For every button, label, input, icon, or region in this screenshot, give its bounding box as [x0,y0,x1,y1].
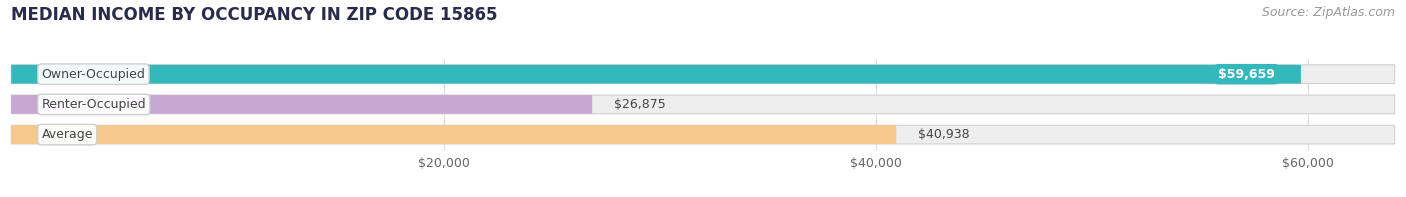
Text: Average: Average [42,128,93,141]
FancyBboxPatch shape [11,65,1395,84]
FancyBboxPatch shape [11,125,1395,144]
Text: $40,938: $40,938 [918,128,970,141]
FancyBboxPatch shape [11,95,1395,114]
FancyBboxPatch shape [11,65,1301,84]
Text: $59,659: $59,659 [1218,68,1275,81]
FancyBboxPatch shape [11,95,592,114]
Text: Source: ZipAtlas.com: Source: ZipAtlas.com [1261,6,1395,19]
Text: Owner-Occupied: Owner-Occupied [42,68,145,81]
Text: Renter-Occupied: Renter-Occupied [42,98,146,111]
Text: $26,875: $26,875 [614,98,665,111]
FancyBboxPatch shape [11,125,896,144]
Text: MEDIAN INCOME BY OCCUPANCY IN ZIP CODE 15865: MEDIAN INCOME BY OCCUPANCY IN ZIP CODE 1… [11,6,498,24]
